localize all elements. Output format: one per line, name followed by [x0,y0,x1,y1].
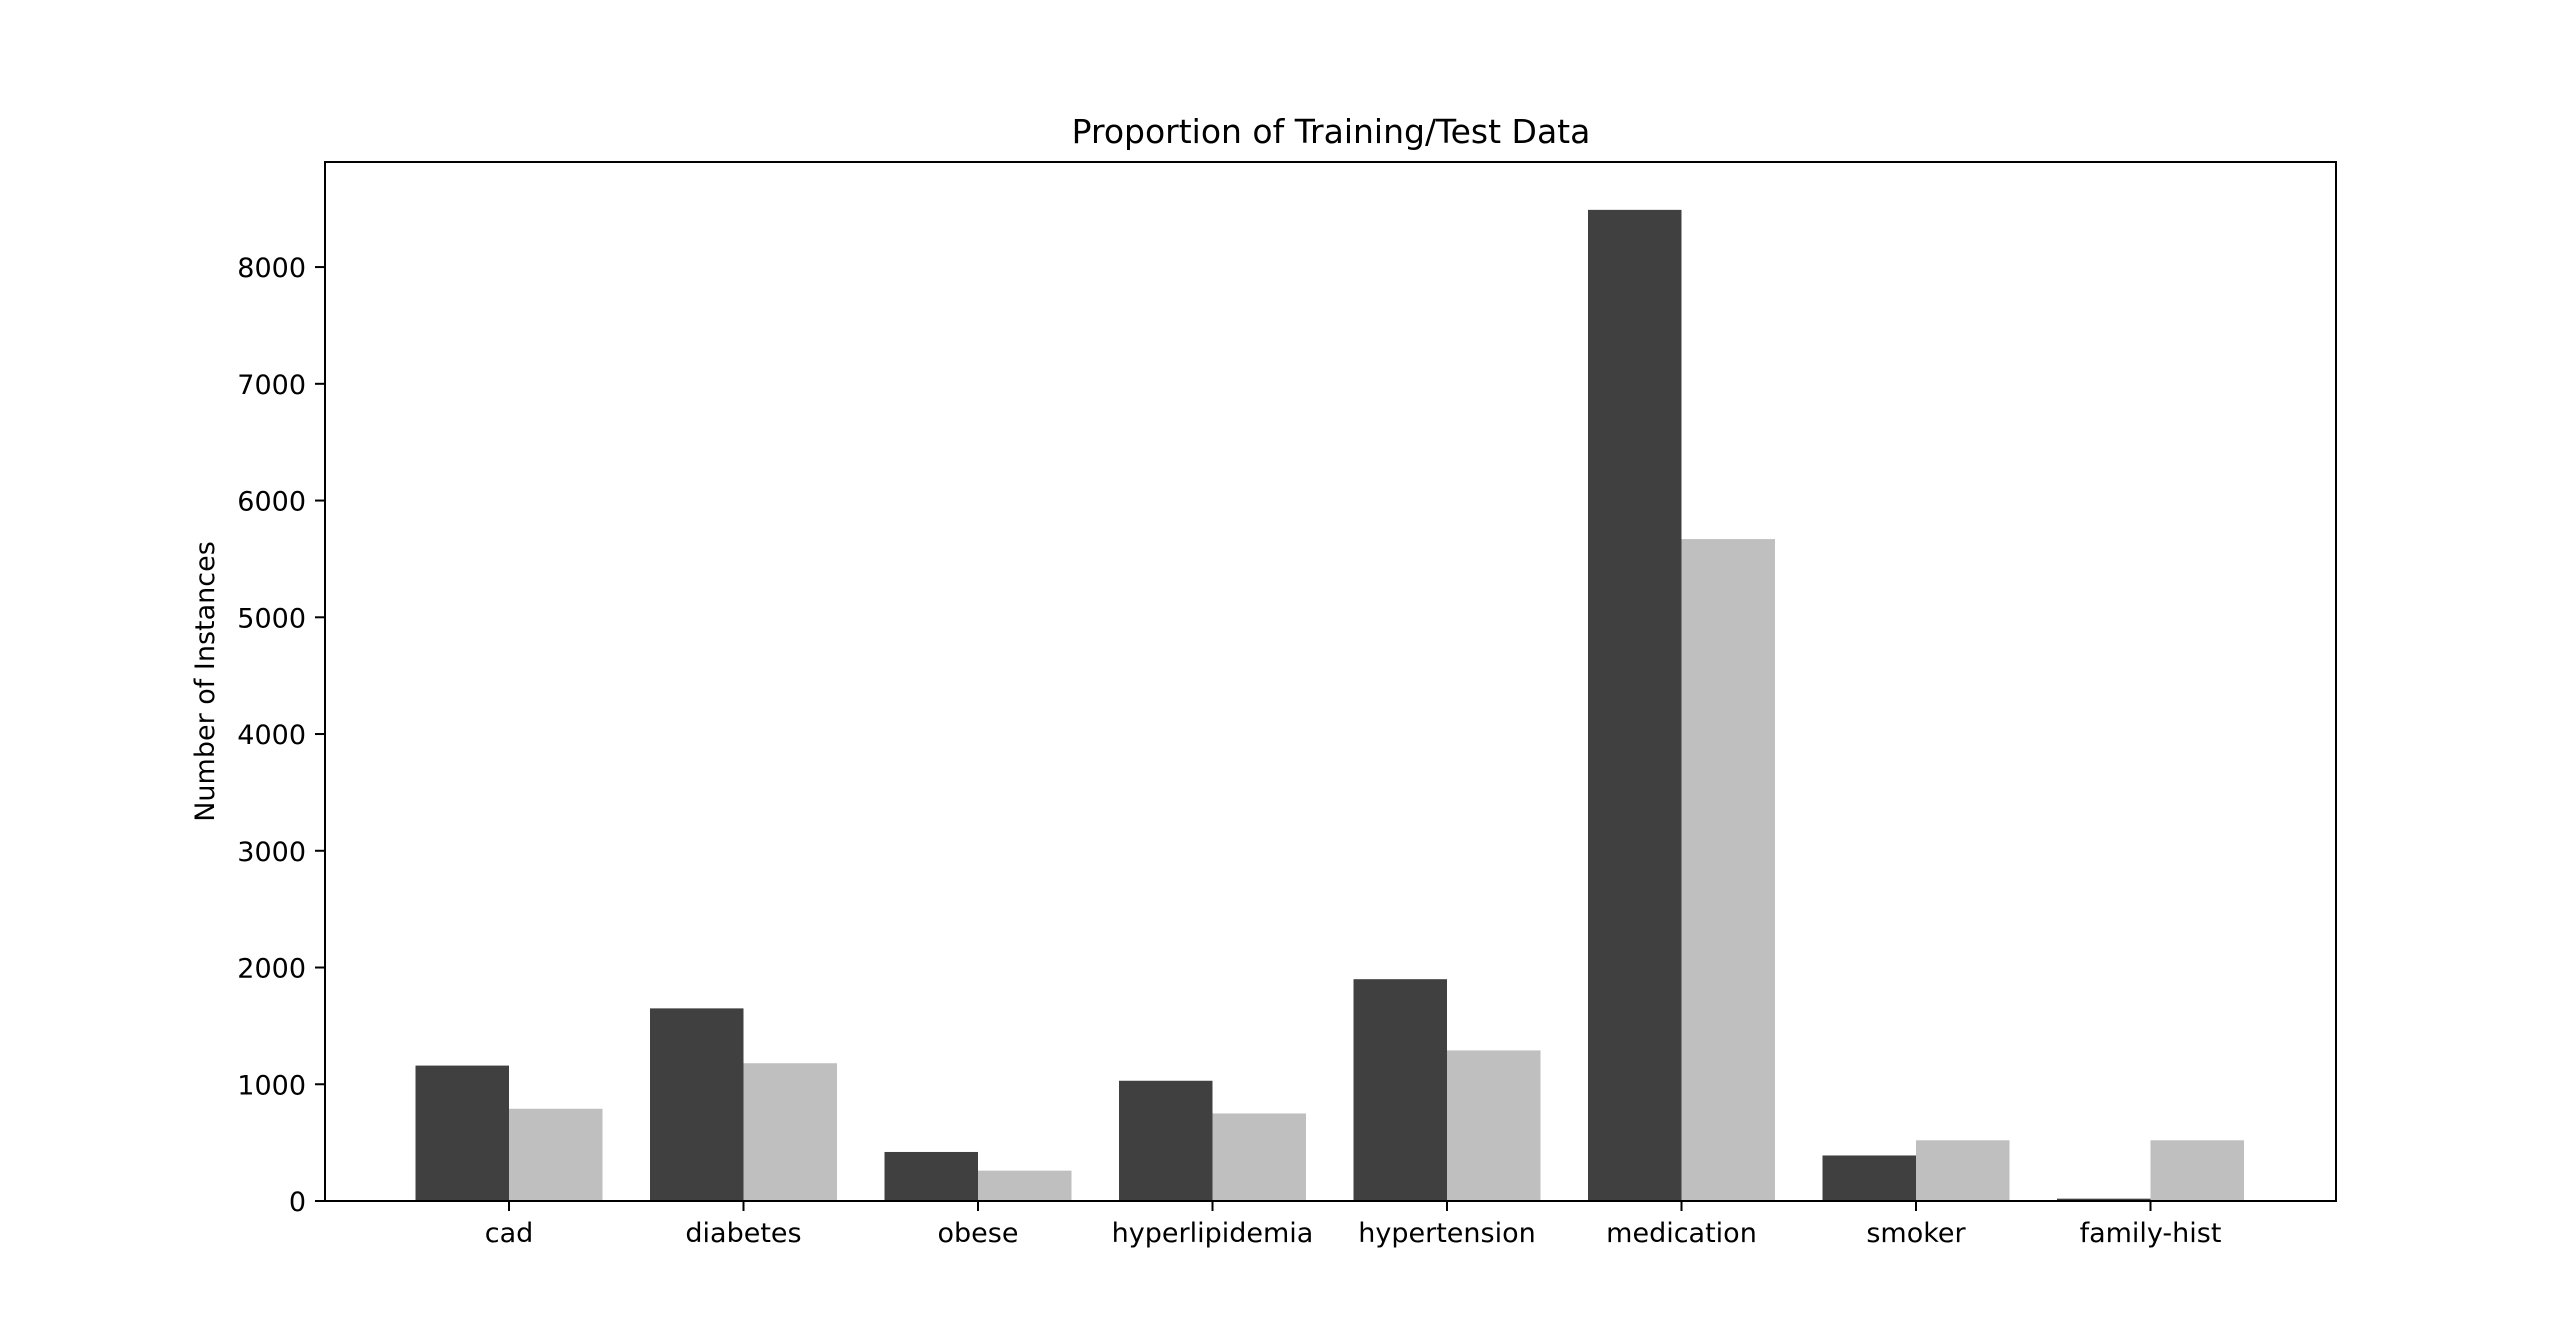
x-tick-label-cad: cad [485,1218,534,1249]
bar-series-2-smoker [1916,1140,2010,1201]
x-tick-label-hyperlipidemia: hyperlipidemia [1112,1218,1314,1249]
bar-series-1-diabetes [650,1008,744,1201]
bar-series-2-hyperlipidemia [1212,1113,1306,1201]
y-tick-label: 1000 [237,1070,306,1101]
bar-series-2-hypertension [1447,1050,1541,1201]
y-axis-label: Number of Instances [190,541,221,822]
bar-series-1-hypertension [1353,979,1447,1201]
bar-series-2-obese [978,1170,1072,1201]
x-tick-label-hypertension: hypertension [1358,1218,1535,1249]
chart-title: Proportion of Training/Test Data [1072,112,1591,151]
bar-series-2-medication [1681,539,1775,1201]
x-axis: cad diabetes obese hyperlipidemia hypertensi… [485,1201,2222,1249]
bar-series-1-hyperlipidemia [1119,1080,1213,1201]
plot-frame [324,161,2337,1202]
y-tick-label: 6000 [237,487,306,518]
bar-series-1-cad [415,1065,509,1201]
bar-series-2-diabetes [743,1063,837,1201]
y-tick-label: 4000 [237,720,306,751]
x-tick-label-diabetes: diabetes [685,1218,801,1249]
bar-series-1-smoker [1822,1155,1916,1201]
y-tick-label: 2000 [237,954,306,985]
y-tick-label: 0 [289,1187,306,1218]
y-tick-label: 3000 [237,837,306,868]
x-tick-label-obese: obese [938,1218,1019,1249]
bar-series-2-cad [509,1108,603,1201]
y-tick-label: 5000 [237,603,306,634]
bar-series-2-family-hist [2150,1140,2244,1201]
x-tick-label-medication: medication [1606,1218,1757,1249]
bars-group [415,209,2244,1202]
bar-series-1-medication [1588,209,1682,1202]
x-tick-label-family-hist: family-hist [2080,1218,2222,1249]
x-tick-label-smoker: smoker [1866,1218,1966,1249]
y-tick-label: 8000 [237,253,306,284]
bar-series-1-obese [884,1151,978,1201]
bar-series-1-family-hist [2057,1198,2151,1201]
y-axis: 0 1000 2000 3000 4000 5000 6000 7000 8000 [237,253,325,1218]
y-tick-label: 7000 [237,370,306,401]
